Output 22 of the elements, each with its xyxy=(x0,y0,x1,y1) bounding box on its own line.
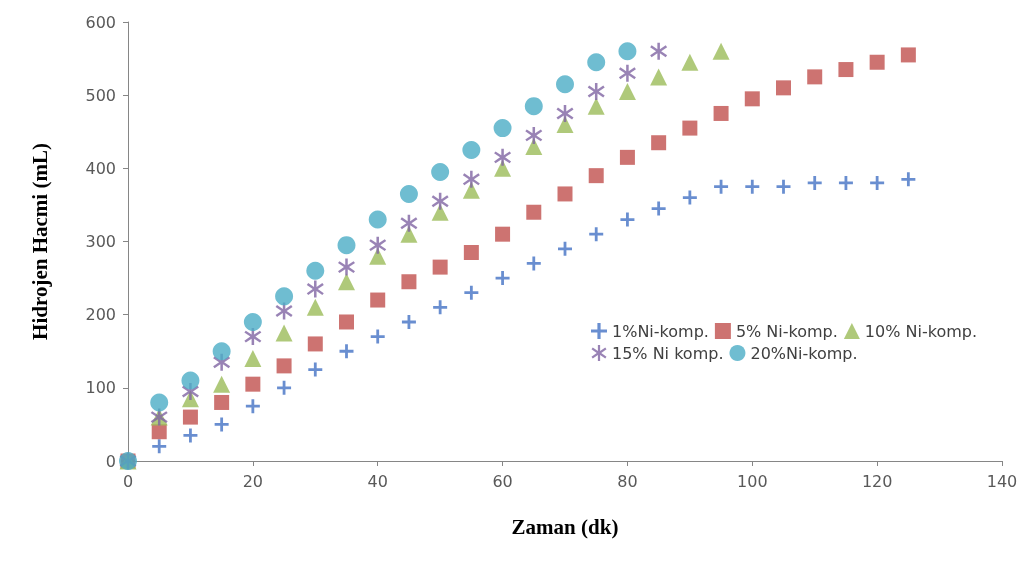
x-tick-label: 120 xyxy=(861,471,893,491)
y-tick-label: 400 xyxy=(85,158,116,178)
legend-label: 5% Ni-komp. xyxy=(735,321,838,341)
x-tick-label: 0 xyxy=(122,471,134,491)
legend-label: 1%Ni-komp. xyxy=(612,321,709,341)
y-tick-label: 500 xyxy=(85,85,116,105)
x-tick-label: 140 xyxy=(986,471,1018,491)
x-tick-label: 80 xyxy=(617,471,638,491)
x-tick-label: 40 xyxy=(367,471,388,491)
legend-label: 20%Ni-komp. xyxy=(750,343,858,363)
x-tick-label: 100 xyxy=(737,471,768,491)
y-tick-label: 0 xyxy=(105,451,116,471)
y-axis-title: Hidrojen Hacmi (mL) xyxy=(27,143,52,340)
legend-label: 15% Ni komp. xyxy=(612,343,724,363)
y-tick-label: 300 xyxy=(85,232,116,251)
legend-label: 10% Ni-komp. xyxy=(864,321,978,341)
y-tick-label: 600 xyxy=(85,12,116,32)
y-tick-label: 200 xyxy=(85,305,116,325)
x-tick-label: 20 xyxy=(242,471,264,491)
y-tick-label: 100 xyxy=(85,378,116,398)
x-axis-title: Zaman (dk) xyxy=(511,514,619,539)
x-tick-label: 60 xyxy=(492,471,513,491)
